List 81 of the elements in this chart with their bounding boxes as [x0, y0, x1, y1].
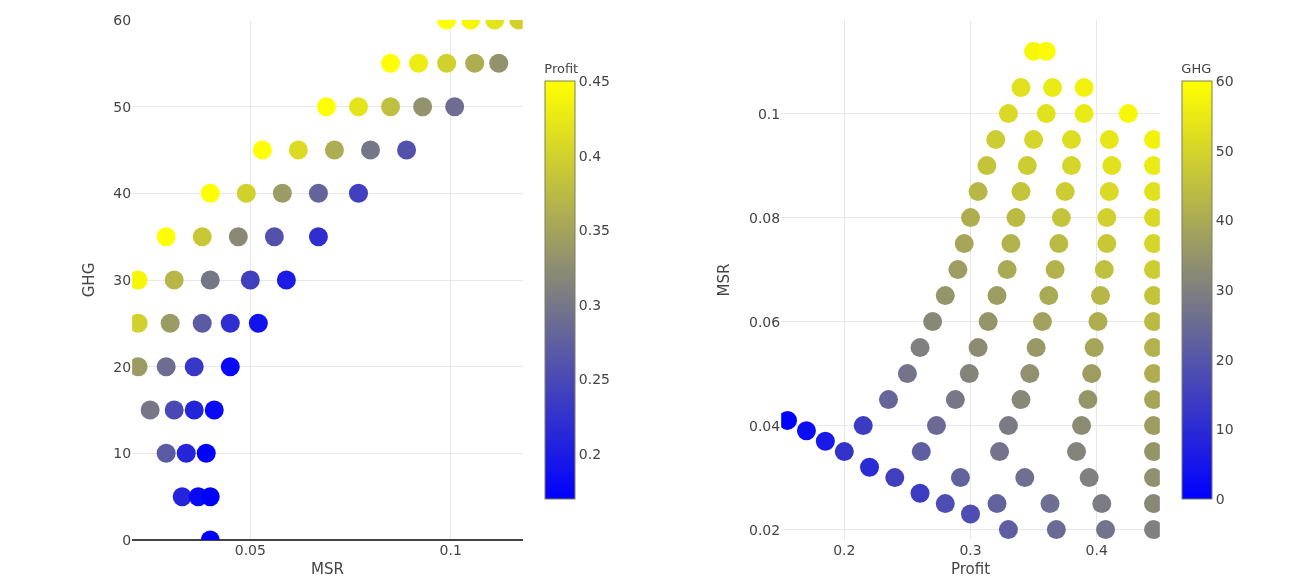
point [140, 400, 160, 420]
y-tick-label: 60 [113, 11, 132, 28]
point [437, 53, 457, 73]
y-tick-label: 30 [113, 271, 132, 288]
point [164, 400, 184, 420]
color-bar-title: Profit [544, 61, 579, 77]
x-tick-label: 0.05 [234, 542, 266, 558]
point [204, 400, 224, 420]
x-axis-title: Profit [950, 560, 991, 578]
point [172, 487, 192, 507]
x-tick-label: 0.1 [439, 542, 462, 558]
point [156, 227, 176, 247]
color-bar-label: 0.4 [578, 147, 602, 164]
point [176, 443, 196, 463]
point [252, 140, 272, 160]
color-bar-label: 30 [1215, 281, 1234, 298]
point [397, 140, 417, 160]
y-tick-label: 40 [113, 185, 132, 202]
point [308, 227, 328, 247]
x-tick-label: 0.3 [959, 542, 982, 558]
color-bar-label: 0.3 [578, 296, 602, 313]
point [200, 183, 220, 203]
point [236, 183, 256, 203]
point [361, 140, 381, 160]
point [264, 227, 284, 247]
point [228, 227, 248, 247]
color-bar-label: 0.2 [578, 446, 602, 463]
y-tick-label: 50 [113, 98, 132, 115]
point [324, 140, 344, 160]
color-bar-label: 0.25 [578, 371, 610, 388]
point [316, 97, 336, 117]
point [272, 183, 292, 203]
y-tick-label: 0.02 [749, 521, 781, 538]
point [200, 270, 220, 290]
point [381, 97, 401, 117]
point [160, 313, 180, 333]
x-tick-label: 0.4 [1085, 542, 1108, 558]
x-axis-title: MSR [311, 560, 344, 578]
point [349, 183, 368, 203]
color-bar-label: 10 [1215, 421, 1234, 438]
point [288, 140, 308, 160]
color-bar-label: 0.45 [578, 72, 610, 89]
color-bar-label: 50 [1215, 142, 1234, 159]
y-tick-label: 0.1 [757, 105, 781, 122]
x-tick-label: 0.2 [833, 542, 856, 558]
point [381, 53, 401, 73]
color-bar-label: 20 [1215, 351, 1234, 368]
color-bar-label: 0 [1215, 490, 1225, 507]
point [445, 97, 465, 117]
color-bar-label: 60 [1215, 72, 1234, 89]
y-tick-label: 10 [113, 445, 132, 462]
point [184, 357, 204, 377]
point [349, 97, 368, 117]
point [192, 313, 212, 333]
y-tick-label: 0.08 [749, 209, 781, 226]
point [196, 443, 216, 463]
point [184, 400, 204, 420]
color-bar-title: GHG [1181, 61, 1212, 77]
point [220, 313, 240, 333]
y-axis-title: MSR [715, 263, 734, 297]
point [164, 270, 184, 290]
point [220, 357, 240, 377]
point [409, 53, 429, 73]
point [413, 97, 433, 117]
point [192, 227, 212, 247]
point [308, 183, 328, 203]
y-tick-label: 20 [113, 358, 132, 375]
point [276, 270, 296, 290]
y-tick-label: 0.06 [749, 313, 781, 330]
point [200, 487, 220, 507]
color-bar-label: 0.35 [578, 222, 610, 239]
y-tick-label: 0 [122, 531, 132, 548]
point [465, 53, 485, 73]
point [156, 357, 176, 377]
y-axis-title: GHG [79, 262, 98, 298]
point [248, 313, 268, 333]
point [489, 53, 509, 73]
point [240, 270, 260, 290]
point [156, 443, 176, 463]
color-bar-label: 40 [1215, 212, 1234, 229]
y-tick-label: 0.04 [749, 417, 781, 434]
